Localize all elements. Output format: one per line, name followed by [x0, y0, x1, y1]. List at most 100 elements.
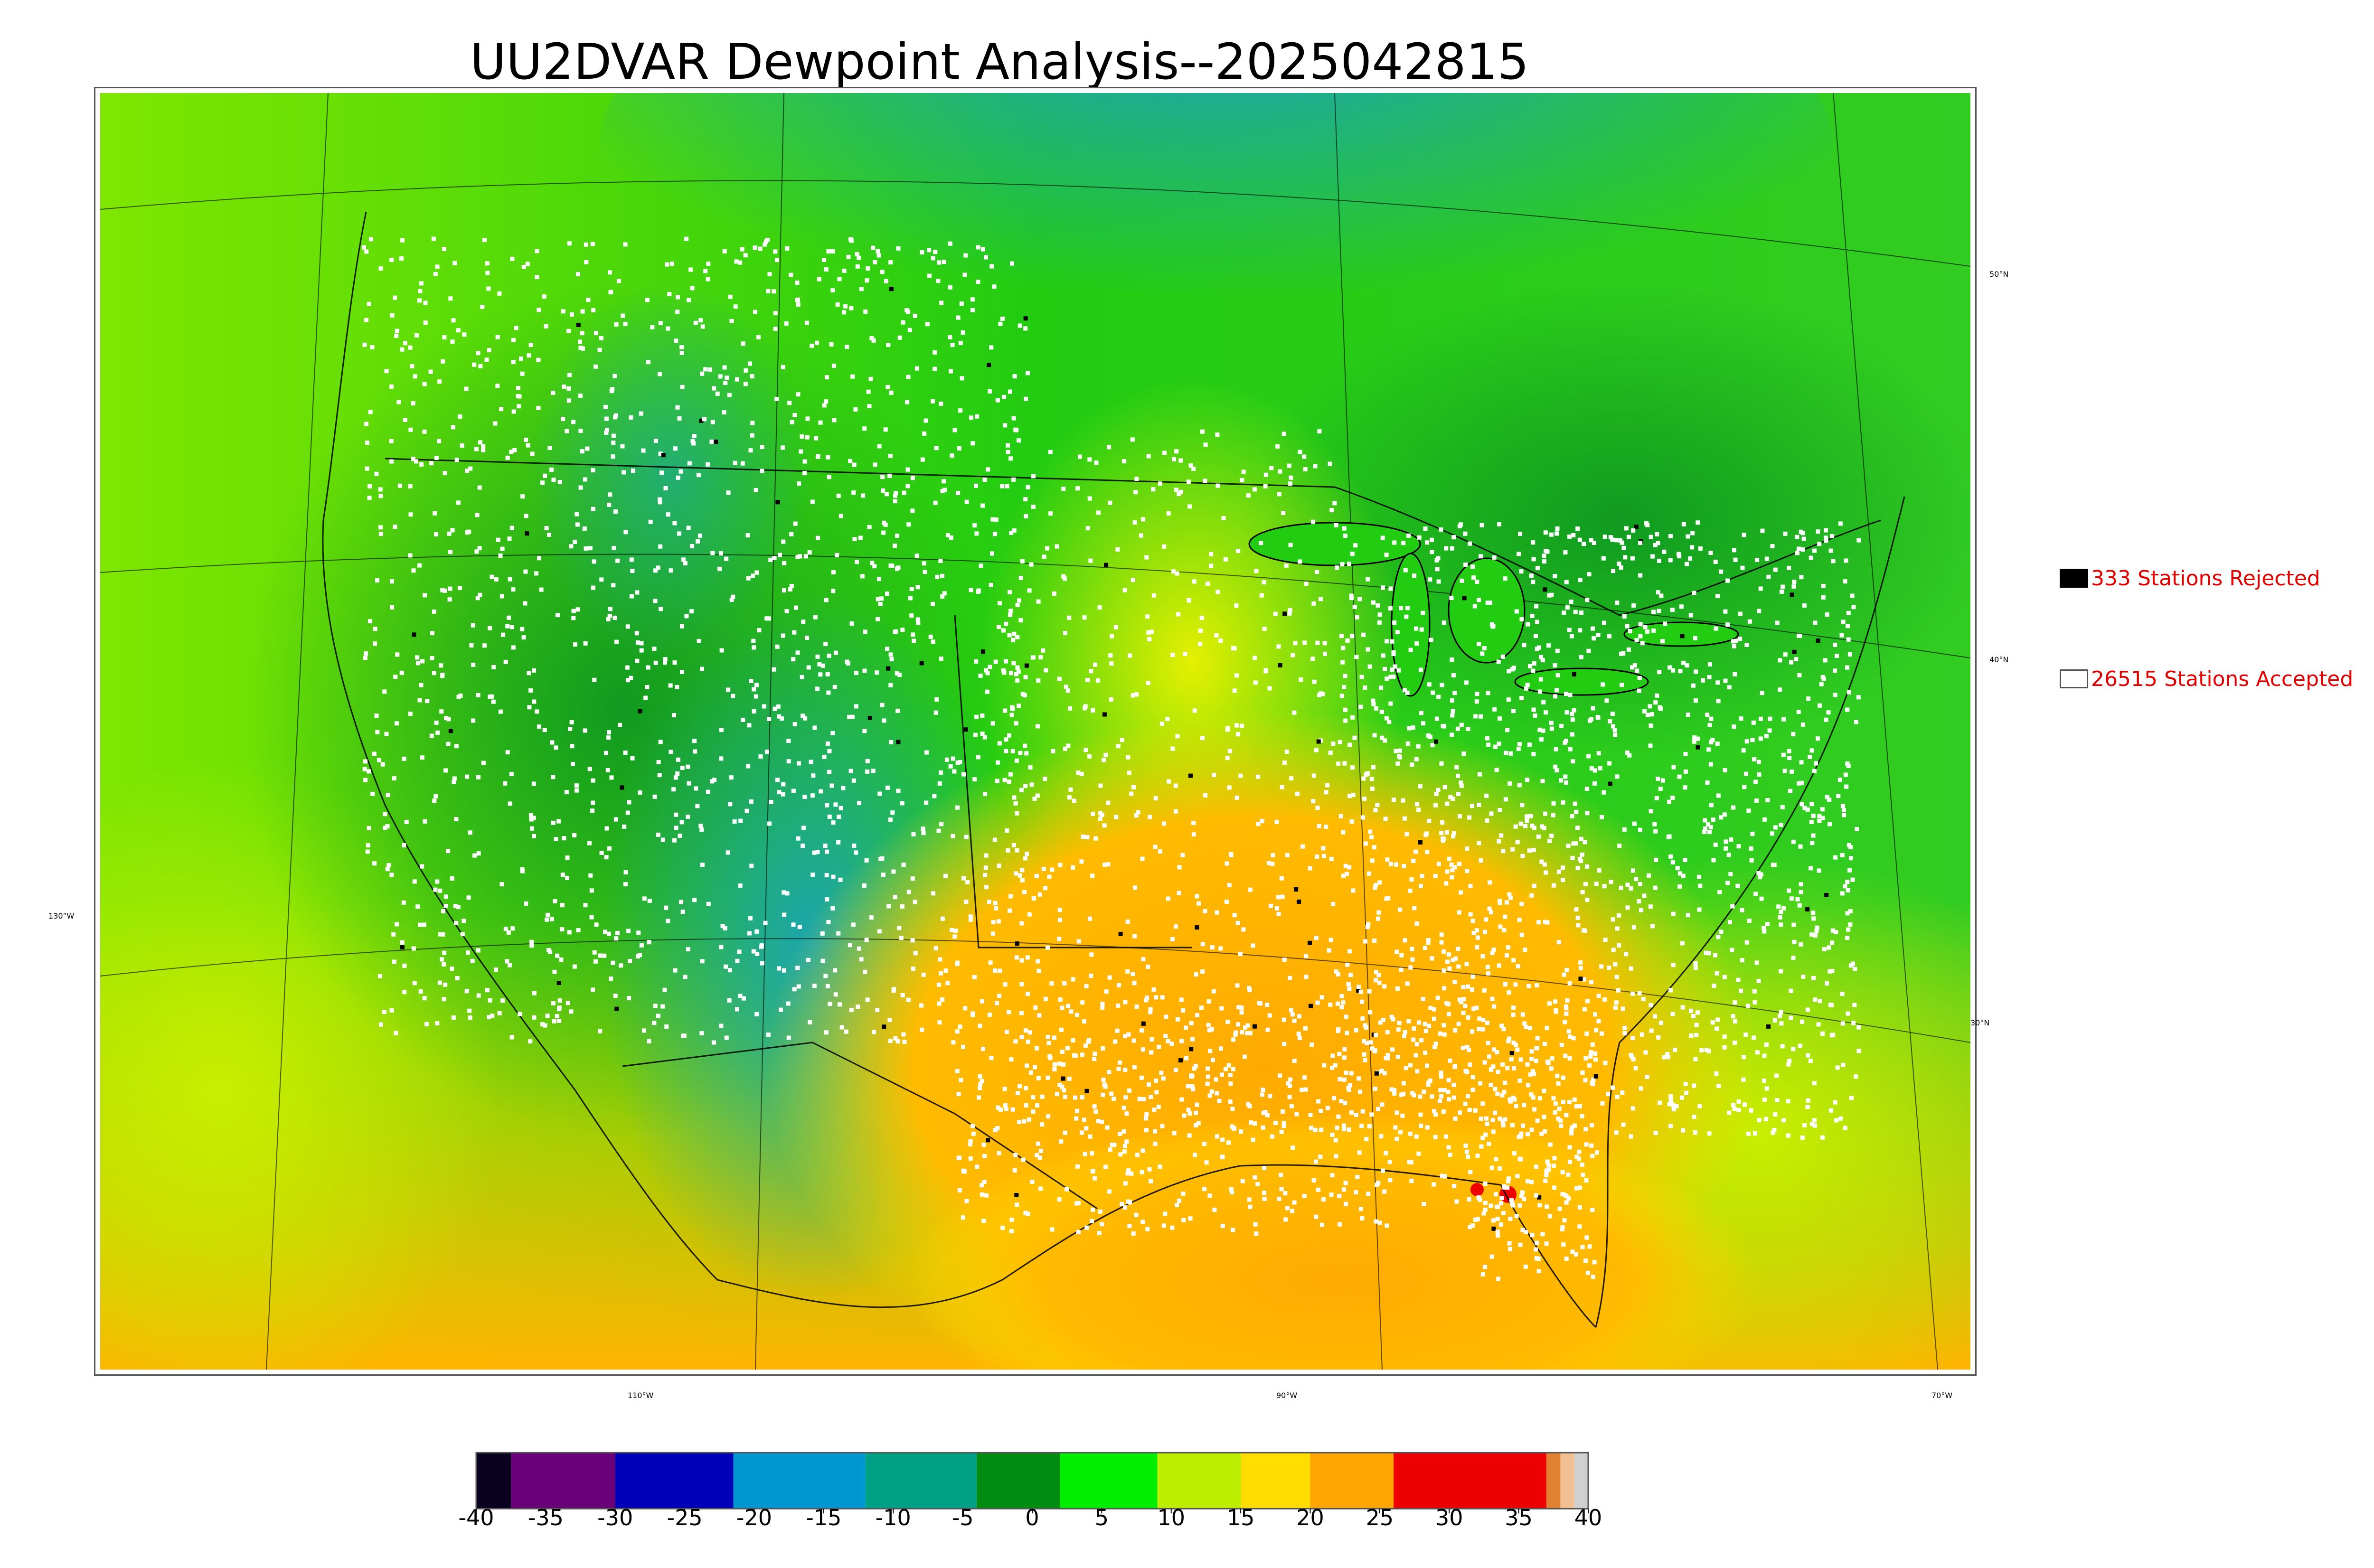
station-dot [824, 375, 829, 380]
station-dot [824, 399, 829, 404]
station-dot [888, 683, 893, 687]
station-dot [623, 870, 628, 874]
station-dot [1824, 528, 1828, 533]
station-dot [1546, 1061, 1551, 1065]
station-dot [1614, 1000, 1619, 1005]
station-dot [447, 531, 452, 536]
station-dot [484, 357, 489, 362]
station-dot [1126, 1032, 1131, 1037]
station-dot [408, 484, 413, 488]
station-dot [1278, 663, 1282, 667]
station-dot [659, 470, 664, 475]
station-dot [1680, 1005, 1685, 1010]
station-dot [974, 659, 979, 664]
station-dot [751, 949, 756, 954]
station-dot [1532, 883, 1536, 888]
station-dot [1321, 1197, 1326, 1202]
station-dot [1100, 1119, 1104, 1124]
station-dot [1820, 1135, 1825, 1140]
station-dot [1529, 573, 1534, 578]
station-dot [1799, 780, 1804, 785]
station-dot [700, 863, 705, 867]
station-dot [1440, 1174, 1444, 1178]
station-dot [1103, 1084, 1108, 1089]
station-dot [1390, 639, 1394, 644]
station-dot [1389, 1014, 1394, 1019]
station-dot [982, 478, 987, 482]
station-dot [993, 968, 998, 973]
station-dot [1571, 841, 1576, 846]
station-dot [1629, 1053, 1633, 1057]
station-dot [1694, 1023, 1699, 1027]
station-dot [1438, 1088, 1443, 1092]
station-dot [1227, 785, 1232, 790]
station-dot [1681, 660, 1686, 665]
station-dot [1714, 1071, 1719, 1076]
station-dot [1187, 1133, 1192, 1138]
station-dot [1451, 834, 1456, 839]
station-dot [855, 252, 859, 257]
station-dot [1023, 1028, 1028, 1033]
station-dot [924, 750, 929, 755]
station-dot [852, 843, 857, 848]
station-dot [571, 762, 575, 766]
station-dot [1843, 1126, 1847, 1130]
station-dot [1215, 1091, 1219, 1096]
station-dot [1713, 842, 1718, 847]
station-dot [526, 443, 530, 448]
station-dot [937, 260, 942, 265]
station-dot [1743, 771, 1748, 776]
station-dot [658, 497, 662, 502]
station-dot [1540, 1232, 1545, 1237]
station-dot [1351, 792, 1356, 797]
station-dot [1107, 1189, 1112, 1194]
station-dot [1450, 732, 1454, 737]
station-dot [1125, 969, 1130, 974]
station-dot [1525, 818, 1529, 823]
station-dot [1800, 1135, 1805, 1140]
station-dot [1243, 1025, 1247, 1030]
station-dot [979, 563, 983, 568]
station-dot [1393, 1125, 1398, 1130]
station-dot [1555, 1073, 1560, 1078]
station-dot [859, 287, 864, 291]
station-dot [686, 947, 690, 952]
station-dot [1354, 655, 1359, 659]
station-dot [938, 957, 942, 962]
station-dot [1847, 652, 1852, 657]
station-dot [1355, 1175, 1360, 1179]
station-dot [1418, 1112, 1423, 1117]
station-dot [1031, 1109, 1036, 1114]
station-dot [1580, 1162, 1584, 1167]
station-dot [915, 617, 920, 622]
station-dot [1510, 1202, 1515, 1206]
station-dot [876, 253, 881, 258]
station-dot [1791, 839, 1796, 844]
station-dot [1590, 1042, 1595, 1047]
station-dot [475, 596, 480, 601]
station-dot [906, 310, 911, 314]
station-dot [1165, 717, 1170, 722]
station-dot [1529, 893, 1534, 898]
station-dot [1544, 1168, 1549, 1173]
station-dot [1499, 1023, 1504, 1028]
station-dot [852, 537, 857, 542]
station-dot [1821, 595, 1826, 600]
station-dot [1188, 463, 1193, 468]
station-dot [551, 391, 556, 395]
station-dot [910, 938, 915, 943]
station-dot [1467, 1197, 1471, 1202]
station-dot [1253, 487, 1257, 492]
station-dot [476, 851, 481, 856]
station-dot [892, 987, 896, 992]
station-dot [1434, 791, 1439, 796]
station-dot [1141, 517, 1146, 522]
station-dot [1281, 1121, 1286, 1126]
station-dot [782, 588, 786, 593]
station-dot [1840, 853, 1845, 857]
station-dot [1603, 938, 1608, 942]
station-dot [728, 968, 732, 973]
station-dot [1802, 806, 1807, 810]
station-dot [1845, 761, 1850, 766]
station-dot [676, 295, 680, 300]
